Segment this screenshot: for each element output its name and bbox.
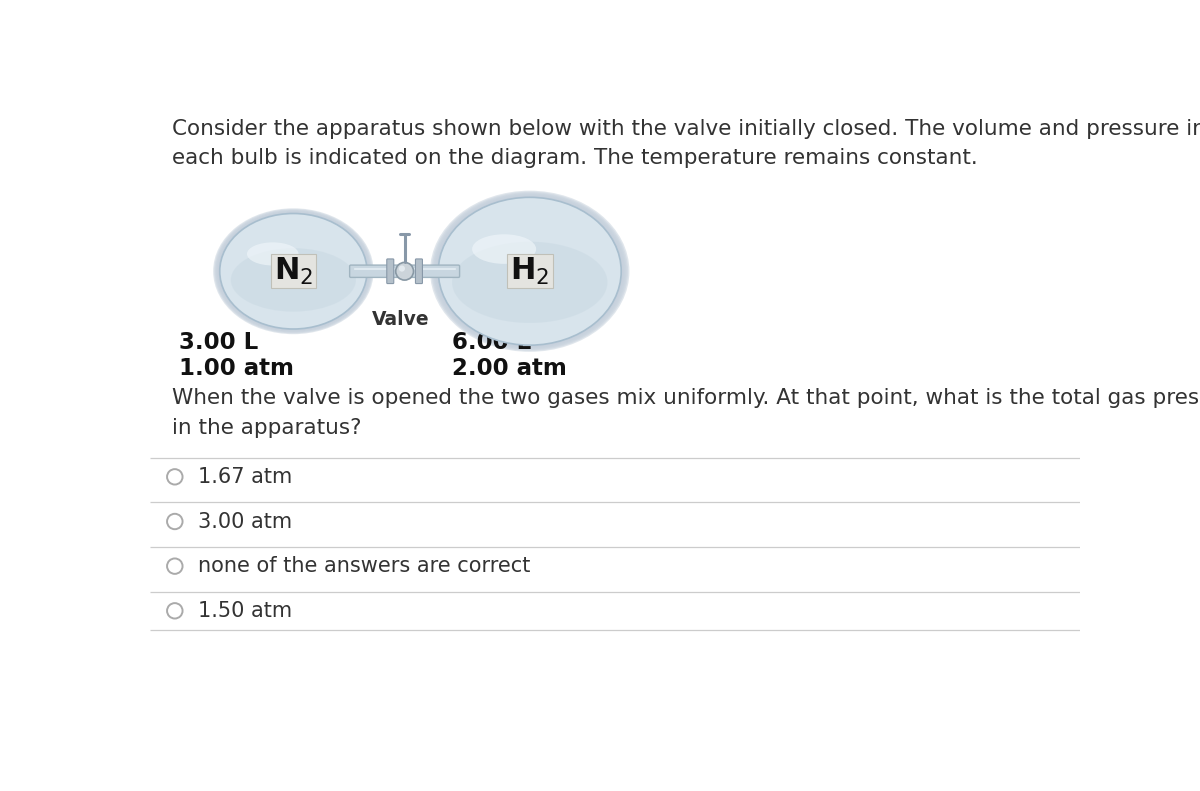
Circle shape (396, 263, 414, 280)
Circle shape (398, 266, 404, 271)
Text: 2.00 atm: 2.00 atm (452, 358, 568, 380)
FancyBboxPatch shape (270, 255, 317, 288)
Text: 3.00 L: 3.00 L (180, 331, 259, 354)
Text: Valve: Valve (372, 310, 430, 329)
Text: H$_2$: H$_2$ (510, 255, 550, 287)
FancyBboxPatch shape (506, 255, 553, 288)
Text: 1.67 atm: 1.67 atm (198, 467, 293, 486)
FancyBboxPatch shape (415, 259, 422, 283)
Ellipse shape (432, 191, 628, 350)
Ellipse shape (216, 211, 371, 331)
Circle shape (167, 469, 182, 485)
Text: 3.00 atm: 3.00 atm (198, 512, 292, 532)
Text: 1.00 atm: 1.00 atm (180, 358, 294, 380)
Ellipse shape (433, 193, 626, 350)
Circle shape (167, 514, 182, 529)
Ellipse shape (217, 212, 370, 331)
Ellipse shape (472, 234, 536, 264)
Ellipse shape (430, 191, 630, 352)
Text: in the apparatus?: in the apparatus? (172, 418, 361, 437)
Ellipse shape (438, 197, 622, 345)
Text: 6.00 L: 6.00 L (452, 331, 532, 354)
Ellipse shape (215, 210, 372, 332)
Ellipse shape (214, 208, 373, 334)
Circle shape (167, 558, 182, 573)
Ellipse shape (215, 209, 372, 333)
FancyBboxPatch shape (386, 259, 394, 283)
Ellipse shape (436, 195, 624, 347)
Ellipse shape (220, 214, 367, 329)
Ellipse shape (434, 194, 625, 349)
Text: N$_2$: N$_2$ (274, 255, 313, 287)
Ellipse shape (218, 213, 368, 330)
Ellipse shape (452, 242, 607, 323)
Ellipse shape (437, 196, 623, 346)
Text: When the valve is opened the two gases mix uniformly. At that point, what is the: When the valve is opened the two gases m… (172, 388, 1200, 408)
Text: each bulb is indicated on the diagram. The temperature remains constant.: each bulb is indicated on the diagram. T… (172, 148, 978, 168)
Text: none of the answers are correct: none of the answers are correct (198, 556, 530, 576)
Ellipse shape (247, 242, 299, 266)
Text: Consider the apparatus shown below with the valve initially closed. The volume a: Consider the apparatus shown below with … (172, 119, 1200, 138)
FancyBboxPatch shape (349, 265, 460, 278)
Circle shape (167, 603, 182, 619)
Text: 1.50 atm: 1.50 atm (198, 601, 292, 621)
Ellipse shape (230, 248, 356, 312)
